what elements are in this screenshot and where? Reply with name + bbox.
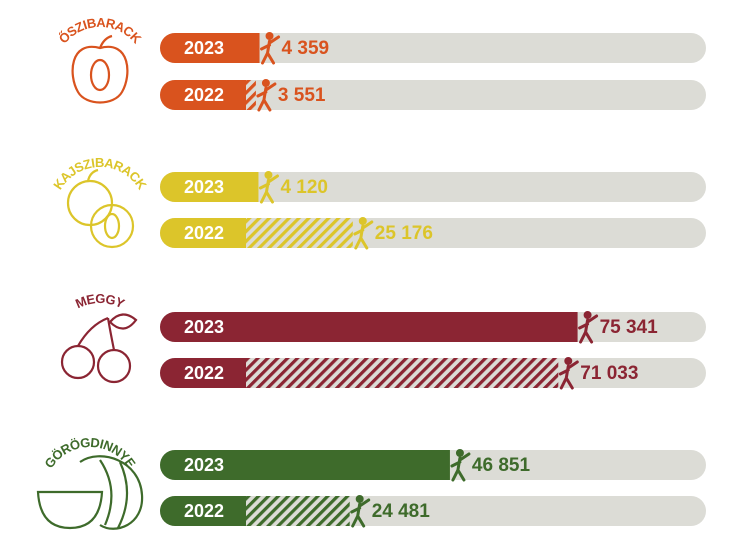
track (160, 33, 706, 63)
figure-icon (558, 357, 579, 390)
year-label: 2023 (184, 317, 224, 337)
value-label: 46 851 (472, 455, 531, 476)
bar-row: 2023 75 341 (160, 311, 706, 344)
category-label: KAJSZIBARACK (51, 155, 150, 193)
bar-row: 2023 46 851 (160, 449, 706, 482)
bar (240, 496, 350, 526)
year-pill (160, 33, 246, 63)
value-label: 24 481 (372, 501, 431, 522)
figure-icon (350, 495, 371, 528)
figure-head (455, 449, 464, 457)
value-label: 71 033 (580, 363, 638, 384)
figure-icon (353, 217, 374, 250)
peach-icon (71, 34, 129, 104)
year-label: 2023 (184, 455, 224, 475)
figure-icon (256, 79, 277, 112)
bar-row: 2022 24 481 (160, 495, 706, 528)
year-pill (160, 172, 246, 202)
figure-head (265, 32, 274, 40)
value-label: 3 551 (278, 85, 326, 106)
figure-head (564, 357, 573, 365)
cherry-icon (60, 313, 138, 384)
figure-body (258, 174, 279, 204)
figure-body (256, 82, 277, 112)
value-label: 75 341 (600, 317, 659, 338)
year-pill (160, 80, 246, 110)
figure-body (353, 220, 374, 250)
year-pill (160, 450, 246, 480)
figure-icon (450, 449, 471, 482)
bar-row: 2022 3 551 (160, 79, 706, 112)
figure-body (260, 35, 281, 65)
category-label-path: MEGGY (73, 291, 127, 311)
category-label-path: GÖRÖGDINNYE (42, 435, 139, 471)
figure-head (261, 79, 270, 87)
bar-row: 2023 4 120 (160, 171, 706, 204)
figure-body (350, 498, 371, 528)
figure-body (450, 452, 471, 482)
category-label: GÖRÖGDINNYE (42, 435, 139, 471)
figure-head (358, 217, 367, 225)
bar-row: 2022 25 176 (160, 217, 706, 250)
figure-icon (260, 32, 281, 65)
figure-icon (578, 311, 599, 344)
year-label: 2022 (184, 223, 224, 243)
bar-row: 2023 4 359 (160, 32, 706, 65)
melon-icon (36, 455, 144, 530)
figure-icon (258, 171, 279, 204)
track (160, 172, 706, 202)
bar (240, 450, 450, 480)
bar (240, 218, 353, 248)
year-pill (160, 312, 246, 342)
year-pill (160, 218, 246, 248)
figure-head (355, 495, 364, 503)
apricot-icon (66, 168, 135, 249)
figure-head (264, 171, 273, 179)
value-label: 25 176 (375, 223, 433, 244)
value-label: 4 359 (282, 38, 330, 59)
track (160, 80, 706, 110)
figure-body (558, 360, 579, 390)
year-pill (160, 496, 246, 526)
category-label: ŐSZIBARACK (56, 15, 145, 47)
category-label-path: KAJSZIBARACK (51, 155, 150, 193)
year-pill (160, 358, 246, 388)
category-label: MEGGY (73, 291, 127, 311)
value-label: 4 120 (280, 177, 328, 198)
bar (240, 312, 578, 342)
figure-body (578, 314, 599, 344)
year-label: 2022 (184, 501, 224, 521)
icons (36, 34, 144, 530)
category-label-path: ŐSZIBARACK (56, 15, 145, 47)
figure-head (583, 311, 592, 319)
bar (240, 358, 559, 388)
year-label: 2022 (184, 363, 224, 383)
year-label: 2023 (184, 38, 224, 58)
bar-row: 2022 71 033 (160, 357, 706, 390)
year-label: 2022 (184, 85, 224, 105)
year-label: 2023 (184, 177, 224, 197)
